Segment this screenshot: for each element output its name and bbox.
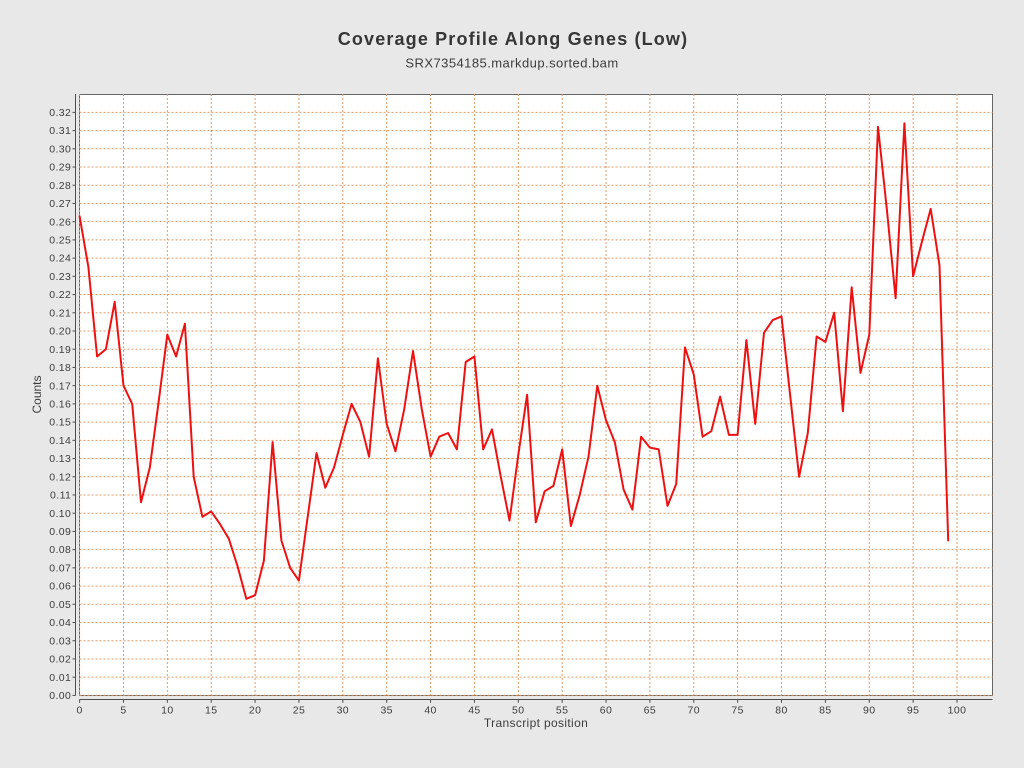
svg-text:0.15: 0.15 [49,417,71,429]
svg-text:0.32: 0.32 [49,107,71,119]
svg-text:65: 65 [644,705,656,717]
svg-text:0.05: 0.05 [49,599,71,611]
svg-text:80: 80 [775,705,787,717]
svg-text:95: 95 [907,705,919,717]
svg-text:0.13: 0.13 [49,453,71,465]
svg-text:5: 5 [120,705,126,717]
svg-text:70: 70 [688,705,700,717]
svg-text:0.12: 0.12 [49,471,71,483]
svg-text:20: 20 [249,705,261,717]
svg-text:0.11: 0.11 [50,490,71,502]
svg-text:0.07: 0.07 [49,562,71,574]
svg-text:0.24: 0.24 [49,253,71,265]
svg-text:40: 40 [424,705,436,717]
svg-text:0.02: 0.02 [49,654,71,666]
svg-text:45: 45 [468,705,480,717]
svg-text:90: 90 [863,705,875,717]
svg-text:0.14: 0.14 [49,435,71,447]
svg-text:0.03: 0.03 [49,635,71,647]
svg-text:0.17: 0.17 [49,380,71,392]
svg-text:0.16: 0.16 [49,398,71,410]
svg-text:SRX7354185.markdup.sorted.bam: SRX7354185.markdup.sorted.bam [405,56,618,71]
svg-text:35: 35 [380,705,392,717]
svg-text:0.01: 0.01 [49,672,71,684]
svg-text:15: 15 [205,705,217,717]
svg-text:25: 25 [293,705,305,717]
svg-text:50: 50 [512,705,524,717]
svg-text:0: 0 [76,705,82,717]
svg-text:75: 75 [731,705,743,717]
svg-text:0.27: 0.27 [49,198,71,210]
svg-text:0.28: 0.28 [49,180,71,192]
svg-text:0.22: 0.22 [49,289,71,301]
svg-text:0.20: 0.20 [49,326,71,338]
svg-text:55: 55 [556,705,568,717]
svg-text:0.25: 0.25 [49,235,71,247]
svg-text:0.00: 0.00 [49,690,71,702]
svg-text:Transcript position: Transcript position [484,716,588,730]
svg-text:0.26: 0.26 [49,216,71,228]
svg-text:60: 60 [600,705,612,717]
svg-text:0.30: 0.30 [49,143,71,155]
svg-text:0.23: 0.23 [49,271,71,283]
svg-text:85: 85 [819,705,831,717]
svg-text:30: 30 [337,705,349,717]
svg-text:0.09: 0.09 [49,526,71,538]
svg-text:0.21: 0.21 [49,307,71,319]
svg-text:100: 100 [948,705,967,717]
svg-text:Coverage Profile Along Genes (: Coverage Profile Along Genes (Low) [338,29,688,49]
svg-text:0.08: 0.08 [49,544,71,556]
svg-text:0.04: 0.04 [49,617,71,629]
svg-text:10: 10 [161,705,173,717]
svg-text:0.31: 0.31 [49,125,71,137]
svg-text:0.29: 0.29 [49,162,71,174]
svg-text:0.10: 0.10 [49,508,71,520]
svg-text:0.06: 0.06 [49,581,71,593]
svg-text:0.18: 0.18 [49,362,71,374]
svg-text:Counts: Counts [30,375,44,413]
svg-text:0.19: 0.19 [49,344,71,356]
